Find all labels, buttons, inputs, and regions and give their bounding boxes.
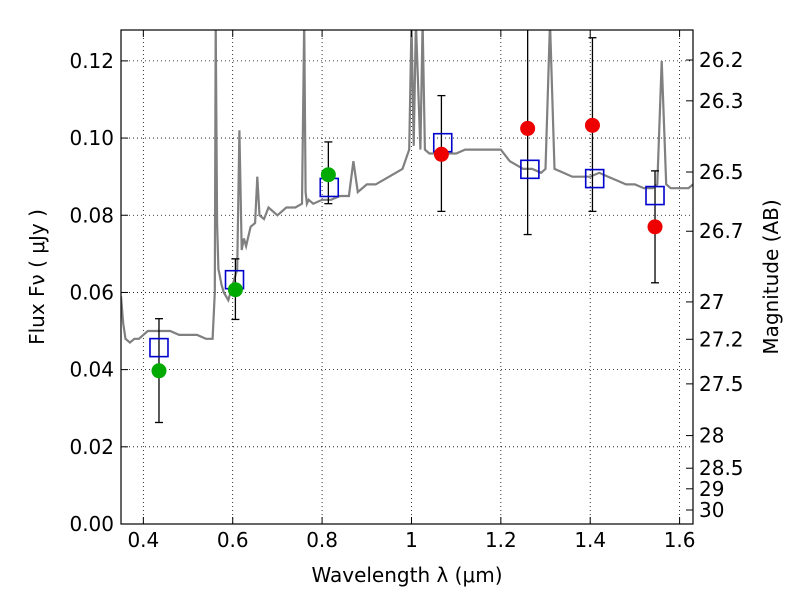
- green-point: [227, 282, 243, 298]
- data-markers: [149, 117, 665, 379]
- x-tick-label: 1.4: [574, 528, 606, 552]
- magnitude-tick-label: 30: [699, 498, 724, 522]
- magnitude-tick-label: 28: [699, 424, 724, 448]
- red-point: [584, 117, 600, 133]
- plot-frame: [120, 29, 694, 525]
- magnitude-tick-label: 26.2: [699, 48, 744, 72]
- y-tick-label: 0.08: [69, 203, 114, 227]
- model-spectrum: [121, 30, 693, 345]
- magnitude-tick-label: 26.7: [699, 219, 744, 243]
- magnitude-tick-label: 27.5: [699, 372, 744, 396]
- magnitude-tick-label: 27: [699, 290, 724, 314]
- square-marker: [149, 337, 169, 358]
- y-axis-label: Flux Fν ( μJy ): [25, 209, 49, 345]
- red-point: [433, 146, 449, 162]
- y-tick-label: 0.10: [69, 126, 114, 150]
- magnitude-tick-label: 27.2: [699, 327, 744, 351]
- y-tick-label: 0.04: [69, 358, 114, 382]
- x-axis-label: Wavelength λ (μm): [311, 563, 502, 587]
- magnitude-axis-label: Magnitude (AB): [759, 199, 783, 354]
- x-tick-label: 1.6: [664, 528, 696, 552]
- red-point: [647, 219, 663, 235]
- y-tick-label: 0.12: [69, 49, 114, 73]
- x-tick-label: 1: [405, 528, 418, 552]
- y-tick-label: 0.00: [69, 512, 114, 536]
- magnitude-tick-label: 28.5: [699, 456, 744, 480]
- y-tick-label: 0.02: [69, 435, 114, 459]
- error-bars: [154, 30, 660, 424]
- square-marker: [584, 168, 605, 189]
- magnitude-tick-label: 26.5: [699, 160, 744, 184]
- y-axis-ticks: 0.00 0.02 0.04 0.06 0.08 0.10 0.12: [69, 49, 128, 536]
- green-point: [151, 363, 167, 379]
- x-axis-ticks: 0.4 0.6 0.8 1 1.2 1.4 1.6: [127, 30, 696, 552]
- square-marker: [645, 185, 665, 206]
- grid: [121, 30, 693, 525]
- green-point: [320, 167, 336, 183]
- x-tick-label: 0.6: [217, 528, 249, 552]
- x-tick-label: 1.2: [485, 528, 517, 552]
- spectrum-line: [121, 30, 693, 345]
- magnitude-tick-label: 29: [699, 477, 724, 501]
- red-point: [520, 120, 536, 136]
- x-tick-label: 0.4: [127, 528, 159, 552]
- y-tick-label: 0.06: [69, 280, 114, 304]
- magnitude-tick-label: 26.3: [699, 89, 744, 113]
- x-tick-label: 0.8: [306, 528, 338, 552]
- square-marker: [520, 159, 540, 180]
